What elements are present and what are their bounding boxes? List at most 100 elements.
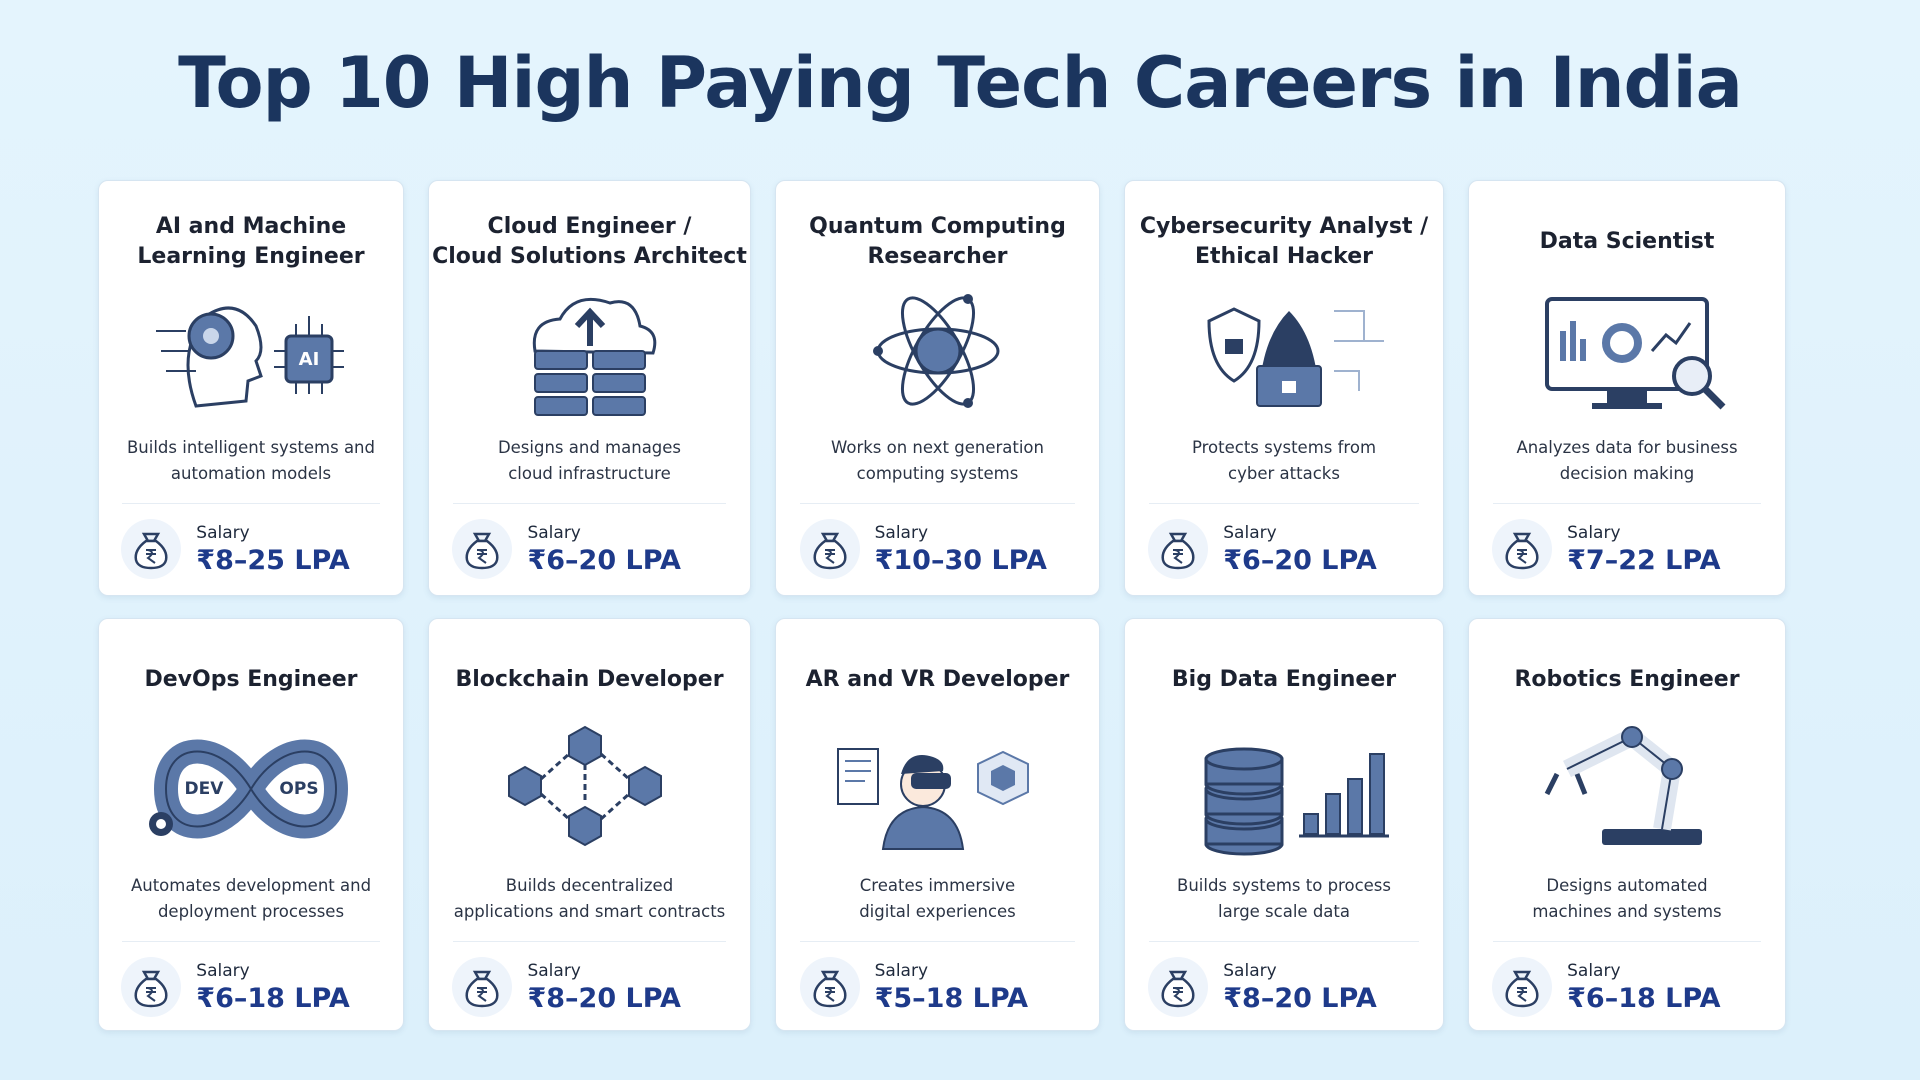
card-icon	[1207, 307, 1384, 407]
career-card: Cybersecurity Analyst / Ethical Hacker Pro…	[1124, 180, 1444, 596]
title-line: Big Data Engineer	[1171, 667, 1397, 692]
salary-row: Salary ₹8–20 LPA	[451, 956, 727, 1018]
description-line: Automates development and	[130, 876, 372, 895]
salary-label: Salary	[196, 522, 250, 543]
salary-value: ₹6–20 LPA	[1223, 544, 1377, 576]
title-line: Learning Engineer	[137, 244, 365, 269]
card-description: Creates immersive digital experiences	[859, 873, 1016, 925]
divider	[1148, 503, 1420, 504]
description-line: Designs automated	[1546, 876, 1708, 895]
card-description: Works on next generation computing system…	[831, 435, 1044, 487]
title-line: Blockchain Developer	[455, 667, 724, 692]
salary-label: Salary	[1223, 522, 1277, 543]
card-title: AR and VR Developer	[806, 649, 1070, 711]
page-title: Top 10 High Paying Tech Careers in India	[178, 42, 1743, 124]
salary-value: ₹8–20 LPA	[527, 982, 681, 1014]
description-line: computing systems	[856, 464, 1019, 483]
card-title: Cybersecurity Analyst / Ethical Hacker	[1140, 211, 1428, 273]
career-card: Data Scientist Analyzes data for business…	[1468, 180, 1786, 596]
card-description: Builds decentralized applications and sma…	[454, 873, 726, 925]
salary-label: Salary	[527, 522, 581, 543]
salary-row: Salary ₹8–25 LPA	[120, 518, 381, 580]
career-card: Quantum Computing Researcher Works on next…	[775, 180, 1100, 596]
title-line: Cybersecurity Analyst /	[1139, 214, 1429, 239]
salary-text: Salary ₹7–22 LPA	[1567, 523, 1720, 576]
salary-icon	[121, 957, 182, 1017]
card-description: Designs and manages cloud infrastructure	[498, 435, 681, 487]
description-line: decision making	[1559, 464, 1695, 483]
title-line: Data Scientist	[1539, 229, 1715, 254]
card-description: Builds systems to process large scale dat…	[1177, 873, 1391, 925]
career-card: AI and Machine Learning Engineer AI Builds …	[98, 180, 404, 596]
description-line: Works on next generation	[831, 438, 1044, 457]
card-title: Big Data Engineer	[1172, 649, 1396, 711]
salary-value: ₹5–18 LPA	[874, 982, 1029, 1014]
salary-icon	[799, 519, 860, 579]
description-line: Protects systems from	[1191, 438, 1377, 457]
card-title: Quantum Computing Researcher	[809, 211, 1066, 273]
card-title: AI and Machine Learning Engineer	[137, 211, 364, 273]
card-icon: DEV OPS	[149, 739, 349, 839]
description-line: digital experiences	[859, 902, 1016, 921]
divider	[800, 941, 1075, 942]
icon-label: DEV	[185, 779, 225, 799]
card-description: Automates development and deployment proc…	[131, 873, 371, 925]
career-card: AR and VR Developer Creates immersive digi…	[775, 618, 1100, 1031]
title-line: Cloud Engineer /	[487, 214, 692, 239]
divider	[121, 941, 381, 942]
description-line: automation models	[170, 464, 332, 483]
card-icon	[1545, 297, 1726, 410]
salary-icon	[452, 957, 513, 1017]
salary-icon	[1148, 957, 1209, 1017]
title-line: Robotics Engineer	[1514, 667, 1740, 692]
salary-value: ₹7–22 LPA	[1567, 544, 1721, 576]
card-title: Cloud Engineer / Cloud Solutions Architec…	[432, 211, 747, 273]
salary-label: Salary	[527, 960, 581, 981]
card-icon	[872, 294, 999, 408]
description-line: cloud infrastructure	[508, 464, 671, 483]
salary-value: ₹10–30 LPA	[874, 544, 1047, 576]
salary-label: Salary	[196, 960, 250, 981]
salary-row: Salary ₹5–18 LPA	[799, 956, 1077, 1018]
salary-row: Salary ₹6–20 LPA	[451, 518, 727, 580]
salary-value: ₹6–18 LPA	[196, 982, 350, 1014]
card-description: Protects systems from cyber attacks	[1192, 435, 1376, 487]
card-description: Designs automated machines and systems	[1532, 873, 1721, 925]
title-line: Researcher	[867, 244, 1008, 269]
career-card: DevOps Engineer DEV OPS Automates developme…	[98, 618, 404, 1031]
divider	[121, 503, 381, 504]
salary-text: Salary ₹10–30 LPA	[875, 523, 1047, 576]
salary-icon	[1492, 519, 1553, 579]
salary-text: Salary ₹6–18 LPA	[1567, 961, 1720, 1014]
title-line: AI and Machine	[155, 214, 347, 239]
salary-icon	[799, 957, 860, 1017]
career-card: Blockchain Developer Builds decentralized…	[428, 618, 751, 1031]
salary-row: Salary ₹6–20 LPA	[1147, 518, 1420, 580]
salary-label: Salary	[1223, 960, 1277, 981]
card-icon	[507, 725, 662, 847]
description-line: Builds systems to process	[1177, 876, 1391, 895]
description-line: deployment processes	[157, 902, 345, 921]
salary-icon	[1492, 957, 1553, 1017]
salary-value: ₹8–20 LPA	[1223, 982, 1377, 1014]
divider	[453, 503, 726, 504]
card-description: Analyzes data for business decision makin…	[1516, 435, 1737, 487]
description-line: Analyzes data for business	[1516, 438, 1738, 457]
card-description: Builds intelligent systems and automation…	[127, 435, 375, 487]
salary-text: Salary ₹5–18 LPA	[875, 961, 1028, 1014]
salary-row: Salary ₹7–22 LPA	[1491, 518, 1763, 580]
description-line: Designs and manages	[497, 438, 682, 457]
salary-label: Salary	[1567, 522, 1621, 543]
salary-row: Salary ₹8–20 LPA	[1147, 956, 1420, 1018]
salary-label: Salary	[1567, 960, 1621, 981]
salary-icon	[1148, 519, 1209, 579]
divider	[1492, 941, 1762, 942]
icon-label: AI	[299, 349, 320, 370]
description-line: Builds decentralized	[505, 876, 674, 895]
salary-value: ₹6–20 LPA	[527, 544, 681, 576]
salary-label: Salary	[874, 522, 929, 543]
description-line: Creates immersive	[859, 876, 1016, 895]
icon-label: OPS	[279, 779, 318, 799]
divider	[800, 503, 1075, 504]
